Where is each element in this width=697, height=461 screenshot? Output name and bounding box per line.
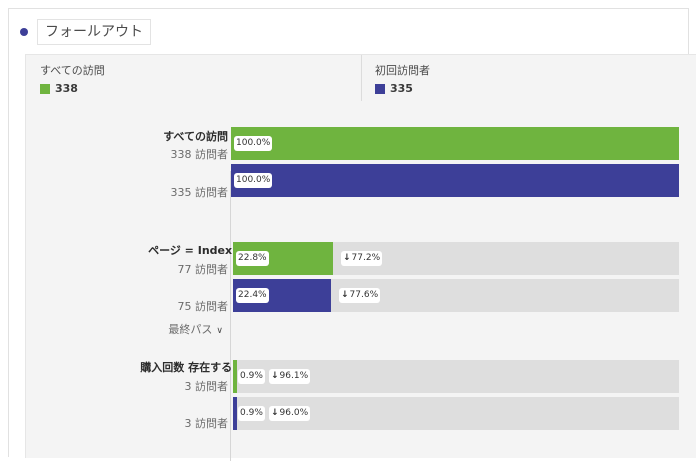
step-name: ページ = Index [148,244,233,257]
legend-item-all-visits[interactable]: すべての訪問 338 [40,63,105,95]
step-count-row: 335 訪問者 [171,185,229,200]
step-label-purchase-exists: 購入回数 存在する✕ 3 訪問者 [140,360,252,394]
step-count: 3 訪問者 [184,417,229,430]
step-name: 購入回数 存在する [140,361,233,374]
legend-swatch [375,83,385,94]
step-count-row: 75 訪問者 [178,299,229,314]
arrow-down-icon: ↓ [343,253,351,263]
step-count-row: 3 訪問者 [185,416,229,431]
chart-axis-line [230,171,231,461]
bar-fill [231,164,679,197]
chevron-down-icon: ∨ [216,326,223,336]
step-count: 338 訪問者 [170,148,229,161]
bar-dropoff-label: ↓96.0% [269,406,311,421]
step-count: 3 訪問者 [184,380,229,393]
legend-item-value: 338 [55,82,78,95]
arrow-down-icon: ↓ [271,371,279,381]
panel-title[interactable]: フォールアウト [37,19,151,45]
bar-percent-label: 100.0% [234,136,273,151]
legend-item-first-time-visitors[interactable]: 初回訪問者 335 [375,63,430,95]
bar-dropoff-label: ↓77.6% [339,288,381,303]
legend-item-value: 335 [390,82,413,95]
legend-item-label: すべての訪問 [40,64,105,77]
step-count: 77 訪問者 [177,263,229,276]
legend: すべての訪問 338 初回訪問者 335 [26,55,696,105]
arrow-down-icon: ↓ [341,290,349,300]
step-label-all-visits: すべての訪問 338 訪問者 [163,129,228,162]
bar-fill [233,360,237,393]
bar-percent-label: 22.8% [236,251,269,266]
step-count: 75 訪問者 [177,300,229,313]
bar-dropoff-label: ↓96.1% [269,369,311,384]
legend-swatch [40,83,50,94]
panel-status-dot [20,28,28,36]
arrow-down-icon: ↓ [271,408,279,418]
bar-fill [231,127,679,160]
step-name: すべての訪問 [163,130,228,143]
final-path-label: 最終パス [168,323,213,336]
bar-percent-label: 0.9% [238,406,265,421]
final-path-toggle[interactable]: 最終パス ∨ [168,322,223,339]
legend-divider [361,55,362,101]
legend-item-label: 初回訪問者 [375,64,430,77]
bar-percent-label: 100.0% [234,173,273,188]
panel-header: フォールアウト [20,19,151,45]
bar-percent-label: 22.4% [236,288,269,303]
step-count: 335 訪問者 [170,186,229,199]
bar-percent-label: 0.9% [238,369,265,384]
fallout-visualization: すべての訪問 338 初回訪問者 335 すべての訪問 338 訪問者 335 … [25,54,696,461]
bar-dropoff-label: ↓77.2% [341,251,383,266]
bar-fill [233,397,237,430]
